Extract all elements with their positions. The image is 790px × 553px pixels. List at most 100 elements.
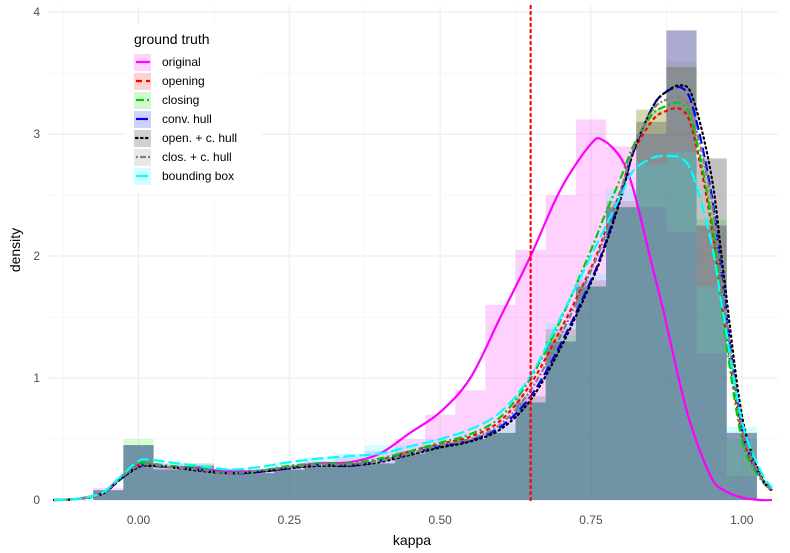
legend-item: open. + c. hull — [134, 130, 237, 147]
histogram-bar — [304, 465, 335, 500]
histogram-bar — [213, 469, 245, 500]
histogram-bar — [334, 463, 365, 500]
histogram-bar — [666, 231, 697, 500]
legend-label: open. + c. hull — [162, 131, 237, 145]
histogram-bar — [394, 453, 426, 500]
legend-label: bounding box — [162, 169, 234, 183]
histogram-bar — [455, 439, 486, 500]
histogram-bar — [213, 469, 245, 500]
histogram-bar — [153, 469, 184, 500]
histogram-bar — [666, 152, 697, 501]
histogram-bar — [244, 469, 275, 500]
legend-label: original — [162, 55, 201, 69]
density-curve-open-c-hull — [52, 84, 774, 502]
density-curve-clos-c-hull — [53, 95, 773, 502]
histogram-bar — [274, 467, 305, 500]
histogram-bar — [545, 329, 576, 500]
histogram-bar — [425, 439, 456, 500]
histogram-bar — [485, 424, 516, 500]
histogram-bar — [545, 341, 576, 500]
histogram-bar — [213, 469, 245, 500]
legend-label: conv. hull — [162, 112, 212, 126]
x-tick-label: 0.50 — [428, 513, 452, 527]
legend-label: opening — [162, 74, 205, 88]
histogram-bar — [425, 445, 456, 500]
histogram-bar — [274, 469, 305, 500]
histogram-bar — [93, 490, 124, 500]
histogram-bar — [334, 463, 365, 500]
histogram-bar — [485, 432, 516, 500]
x-tick-label: 1.00 — [730, 513, 754, 527]
histogram-bar — [606, 207, 637, 500]
legend-label: closing — [162, 93, 199, 107]
histogram-bar — [545, 323, 576, 500]
histogram-bar — [545, 341, 576, 500]
density-curve-bounding-box — [53, 154, 773, 502]
histogram-bar — [575, 286, 607, 500]
y-axis-ticks: 0 1 2 3 4 — [33, 5, 40, 507]
histogram-bar — [213, 469, 245, 500]
histogram-bar — [274, 469, 305, 500]
density-curves — [52, 84, 774, 502]
histogram-bar — [364, 463, 395, 500]
histogram-bar — [244, 469, 275, 500]
histogram-bar — [334, 463, 365, 500]
histogram-bar — [394, 453, 426, 500]
histogram-bar — [606, 207, 637, 500]
histogram-bar — [153, 463, 184, 500]
histogram-bar — [153, 467, 184, 500]
histogram-bar — [485, 432, 516, 500]
histogram-bar — [394, 451, 426, 500]
legend-key-fill — [134, 73, 151, 90]
histogram-bar — [334, 463, 365, 500]
legend-items: original opening closing conv. hull open. + … — [134, 54, 237, 185]
histogram-bar — [425, 445, 456, 500]
histogram-bar — [364, 463, 395, 500]
histogram-bar — [153, 469, 184, 500]
histogram-bar — [575, 119, 607, 500]
y-tick-label: 0 — [33, 493, 40, 507]
histogram-bar — [244, 473, 275, 500]
histogram-bar — [726, 439, 757, 500]
histogram-bar — [425, 445, 456, 500]
histogram-bar — [575, 286, 607, 500]
histogram-bar — [153, 469, 184, 500]
histogram-bar — [606, 207, 637, 500]
x-tick-label: 0.75 — [579, 513, 603, 527]
histogram-bar — [304, 465, 335, 500]
histogram-bar — [93, 490, 124, 500]
histogram-bar — [636, 121, 667, 501]
histogram-bar — [93, 490, 124, 500]
legend-item: clos. + c. hull — [134, 149, 232, 166]
histogram-bar — [696, 286, 727, 500]
histogram-bar — [274, 469, 305, 500]
histogram-bar — [244, 473, 275, 500]
legend-background — [126, 24, 262, 194]
histogram-bar — [213, 469, 245, 500]
histogram-bar — [153, 463, 184, 500]
legend-label: clos. + c. hull — [162, 150, 232, 164]
histogram-bar — [304, 465, 335, 500]
histogram-bar — [606, 207, 637, 500]
histogram-bar — [515, 396, 546, 500]
y-tick-label: 4 — [33, 5, 40, 19]
y-tick-label: 3 — [33, 127, 40, 141]
histogram-bar — [244, 473, 275, 500]
x-axis-title: kappa — [393, 532, 431, 548]
x-axis-ticks: 0.00 0.25 0.50 0.75 1.00 — [127, 513, 754, 527]
y-tick-label: 2 — [33, 249, 40, 263]
histogram-bar — [213, 469, 245, 500]
histogram-bar — [575, 286, 607, 500]
histogram-bar — [364, 463, 395, 500]
histogram-bar — [606, 188, 637, 501]
histogram-bar — [455, 439, 486, 500]
histogram-bar — [455, 439, 486, 500]
histogram-bar — [545, 341, 576, 500]
histogram-bar — [153, 469, 184, 500]
histogram-bar — [455, 432, 486, 500]
histogram-bar — [394, 453, 426, 500]
histogram-bar — [485, 432, 516, 500]
grid-lines — [48, 6, 778, 501]
x-tick-label: 0.25 — [278, 513, 302, 527]
